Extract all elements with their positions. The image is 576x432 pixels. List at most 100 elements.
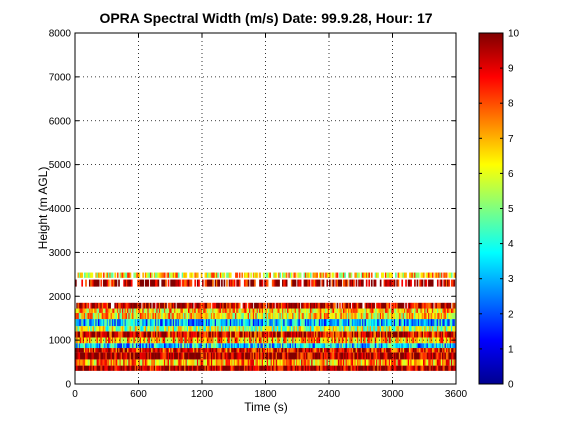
heatmap-cell: [260, 326, 263, 332]
heatmap-cell: [452, 279, 454, 287]
heatmap-cell: [278, 272, 280, 278]
heatmap-cell: [356, 272, 359, 278]
heatmap-cell: [325, 272, 327, 278]
heatmap-cell: [453, 348, 456, 353]
heatmap-cell: [124, 365, 127, 371]
heatmap-cell: [180, 302, 183, 309]
heatmap-cell: [144, 348, 147, 353]
heatmap-cell: [406, 326, 409, 332]
heatmap-cell: [283, 348, 285, 353]
heatmap-cell: [450, 331, 453, 338]
heatmap-cell: [231, 348, 233, 353]
heatmap-cell: [158, 326, 161, 332]
heatmap-cell: [420, 302, 423, 309]
heatmap-cell: [155, 331, 157, 338]
heatmap-cell: [200, 312, 203, 320]
heatmap-cell: [256, 308, 259, 313]
heatmap-cell: [428, 308, 430, 313]
heatmap-cell: [228, 279, 231, 287]
heatmap-cell: [290, 331, 293, 338]
heatmap-cell: [336, 319, 339, 327]
heatmap-cell: [436, 343, 439, 349]
heatmap-cell: [128, 326, 131, 332]
heatmap-cell: [218, 359, 221, 366]
heatmap-cell: [364, 352, 367, 360]
heatmap-cell: [411, 359, 414, 366]
heatmap-cell: [280, 352, 283, 360]
heatmap-cell: [448, 352, 451, 360]
heatmap-cell: [406, 331, 409, 338]
heatmap-cell: [162, 331, 165, 338]
heatmap-cell: [345, 279, 348, 287]
heatmap-cell: [369, 319, 372, 327]
heatmap-cell: [322, 312, 325, 320]
heatmap-cell: [348, 331, 350, 338]
heatmap-cell: [219, 365, 222, 371]
heatmap-cell: [160, 359, 162, 366]
heatmap-cell: [245, 319, 247, 327]
heatmap-cell: [175, 359, 177, 366]
heatmap-cell: [448, 302, 451, 309]
heatmap-cell: [331, 319, 334, 327]
heatmap-cell: [165, 308, 167, 313]
heatmap-cell: [297, 279, 299, 287]
heatmap-cell: [278, 352, 280, 360]
heatmap-cell: [401, 319, 404, 327]
heatmap-cell: [250, 343, 252, 349]
heatmap-cell: [386, 365, 388, 371]
heatmap-cell: [202, 308, 204, 313]
heatmap-cell: [162, 319, 165, 327]
heatmap-cell: [428, 359, 430, 366]
heatmap-cell: [447, 279, 449, 287]
heatmap-cell: [346, 365, 349, 371]
heatmap-cell: [221, 308, 223, 313]
heatmap-cell: [339, 326, 341, 332]
heatmap-cell: [202, 312, 204, 320]
heatmap-cell: [171, 331, 174, 338]
heatmap-cell: [384, 343, 387, 349]
heatmap-cell: [106, 359, 109, 366]
heatmap-cell: [383, 348, 386, 353]
heatmap-cell: [307, 331, 310, 338]
heatmap-cell: [400, 352, 402, 360]
heatmap-cell: [166, 359, 169, 366]
heatmap-cell: [256, 312, 259, 320]
heatmap-cell: [308, 308, 311, 313]
heatmap-cell: [356, 302, 359, 309]
heatmap-cell: [320, 312, 322, 320]
heatmap-cell: [273, 308, 275, 313]
heatmap-cell: [386, 319, 388, 327]
heatmap-cell: [155, 365, 157, 371]
heatmap-cell: [172, 326, 175, 332]
heatmap-cell: [218, 302, 221, 309]
heatmap-cell: [123, 365, 125, 371]
heatmap-cell: [293, 308, 296, 313]
heatmap-cell: [454, 319, 456, 327]
heatmap-cell: [323, 302, 326, 309]
heatmap-cell: [109, 337, 111, 344]
heatmap-cell: [439, 319, 442, 327]
heatmap-cell: [363, 348, 365, 353]
heatmap-cell: [448, 279, 451, 287]
heatmap-cell: [323, 348, 326, 353]
heatmap-cell: [119, 326, 122, 332]
heatmap-cell: [261, 359, 264, 366]
heatmap-cell: [444, 302, 447, 309]
heatmap-cell: [135, 312, 138, 320]
heatmap-cell: [199, 365, 202, 371]
heatmap-cell: [401, 312, 404, 320]
heatmap-cell: [235, 331, 237, 338]
heatmap-cell: [219, 337, 222, 344]
heatmap-cell: [179, 319, 181, 327]
heatmap-cell: [428, 337, 430, 344]
heatmap-cell: [204, 348, 207, 353]
heatmap-cell: [157, 337, 160, 344]
heatmap-cell: [415, 343, 418, 349]
heatmap-cell: [452, 359, 454, 366]
heatmap-cell: [325, 302, 327, 309]
heatmap-cell: [321, 331, 324, 338]
heatmap-cell: [288, 302, 291, 309]
heatmap-cell: [184, 331, 186, 338]
heatmap-cell: [139, 279, 142, 287]
heatmap-cell: [85, 326, 87, 332]
